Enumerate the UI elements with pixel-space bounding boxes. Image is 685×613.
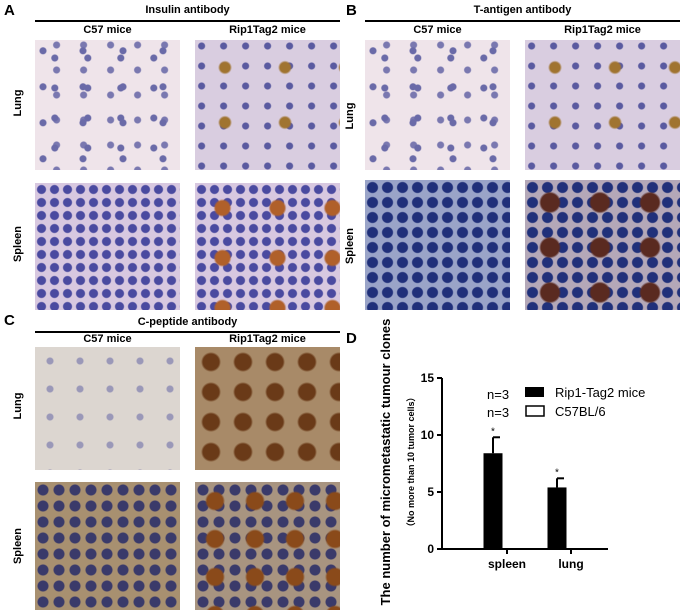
a-rip-spleen-image [195, 183, 340, 310]
n-annotation-1: n=3 [487, 387, 509, 402]
a-c57-spleen-image [35, 183, 180, 310]
panel-c-col1: C57 mice [83, 333, 132, 345]
panel-a-label: A [4, 2, 15, 19]
b-rip-spleen-image [525, 180, 680, 310]
panel-a-rule [35, 20, 340, 22]
b-rip-lung-image [525, 40, 680, 170]
panel-b-title: T-antigen antibody [473, 4, 572, 16]
c-c57-spleen-image [35, 482, 180, 610]
c-c57-lung-image [35, 347, 180, 470]
y-tick-label: 5 [427, 485, 434, 499]
panel-a-col1: C57 mice [83, 24, 132, 36]
panel-c-title: C-peptide antibody [137, 316, 238, 328]
panel-a-title: Insulin antibody [145, 4, 230, 16]
significance-marker: * [491, 426, 495, 437]
y-axis-sublabel: （No more than 10 tumor cells） [406, 392, 416, 531]
n-annotation-2: n=3 [487, 405, 509, 420]
a-rip-lung-image [195, 40, 340, 170]
c-rip-lung-image [195, 347, 340, 470]
b-c57-lung-image [365, 40, 510, 170]
x-tick-label: spleen [488, 557, 526, 571]
a-c57-lung-image [35, 40, 180, 170]
b-c57-spleen-image [365, 180, 510, 310]
y-axis-label: The number of micrometastatic tumour clo… [378, 319, 393, 606]
legend-swatch-c57 [525, 405, 545, 417]
panel-d-label: D [346, 330, 357, 347]
panel-c-col2: Rip1Tag2 mice [229, 333, 306, 345]
significance-marker: * [555, 467, 559, 478]
panel-a-col2: Rip1Tag2 mice [229, 24, 306, 36]
panel-b-label: B [346, 2, 357, 19]
c-rip-spleen-image [195, 482, 340, 610]
bar-rip1tag2-spleen [483, 453, 503, 549]
legend-label-c57: C57BL/6 [555, 404, 606, 419]
y-tick-label: 10 [421, 428, 435, 442]
panel-c-rule [35, 331, 340, 333]
panel-b-rule [365, 20, 680, 22]
panel-b-col2: Rip1Tag2 mice [564, 24, 641, 36]
panel-c-label: C [4, 312, 15, 329]
bar-rip1tag2-lung [547, 487, 567, 549]
y-tick-label: 0 [427, 542, 434, 556]
y-tick-label: 15 [421, 371, 435, 385]
x-tick-label: lung [558, 557, 583, 571]
legend-label-rip1tag2: Rip1-Tag2 mice [555, 385, 645, 400]
panel-b-col1: C57 mice [413, 24, 462, 36]
legend-swatch-rip1tag2 [525, 387, 544, 397]
